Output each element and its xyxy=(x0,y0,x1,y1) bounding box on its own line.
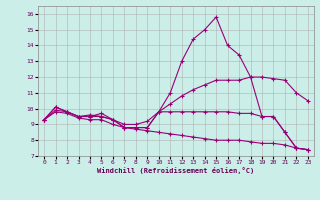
X-axis label: Windchill (Refroidissement éolien,°C): Windchill (Refroidissement éolien,°C) xyxy=(97,167,255,174)
